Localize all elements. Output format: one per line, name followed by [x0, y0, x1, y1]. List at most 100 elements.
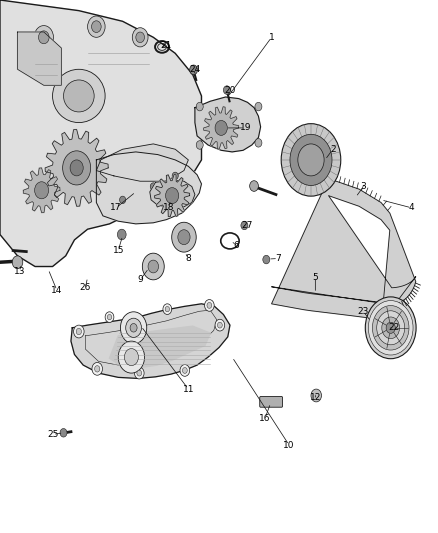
Circle shape — [311, 389, 321, 402]
Polygon shape — [23, 168, 60, 213]
Text: 23: 23 — [358, 308, 369, 316]
Circle shape — [107, 314, 112, 320]
Text: 13: 13 — [14, 268, 25, 276]
Circle shape — [35, 182, 49, 199]
Circle shape — [207, 303, 212, 308]
Circle shape — [365, 297, 416, 359]
Polygon shape — [18, 32, 61, 85]
Circle shape — [34, 26, 53, 49]
Text: 18: 18 — [163, 204, 174, 212]
Circle shape — [137, 370, 141, 376]
Polygon shape — [45, 130, 108, 206]
Circle shape — [255, 139, 262, 147]
Text: 8: 8 — [185, 254, 191, 263]
Circle shape — [120, 196, 126, 204]
Circle shape — [250, 181, 258, 191]
Polygon shape — [155, 174, 190, 217]
Circle shape — [118, 341, 145, 373]
Circle shape — [301, 148, 321, 172]
Circle shape — [76, 328, 81, 335]
Circle shape — [136, 32, 145, 43]
Circle shape — [166, 188, 179, 204]
Text: 19: 19 — [240, 124, 251, 132]
Circle shape — [205, 300, 214, 311]
Circle shape — [241, 221, 248, 230]
Circle shape — [263, 255, 270, 264]
Circle shape — [63, 151, 91, 185]
Text: 17: 17 — [110, 204, 122, 212]
Circle shape — [190, 65, 198, 75]
Circle shape — [368, 301, 413, 355]
Circle shape — [223, 86, 230, 94]
Text: 26: 26 — [80, 284, 91, 292]
Circle shape — [217, 322, 222, 328]
Circle shape — [290, 134, 332, 185]
Text: 1: 1 — [268, 33, 275, 42]
Circle shape — [172, 172, 178, 180]
Text: 21: 21 — [161, 41, 172, 50]
Text: 4: 4 — [409, 204, 414, 212]
Text: 14: 14 — [51, 286, 63, 295]
Polygon shape — [195, 97, 261, 152]
Polygon shape — [96, 144, 188, 181]
Ellipse shape — [53, 69, 105, 123]
Circle shape — [92, 362, 102, 375]
Circle shape — [126, 318, 141, 337]
Circle shape — [377, 311, 405, 345]
Circle shape — [215, 120, 227, 135]
Circle shape — [70, 160, 83, 176]
Polygon shape — [96, 152, 201, 224]
Circle shape — [180, 365, 190, 376]
Circle shape — [163, 304, 172, 314]
Text: 24: 24 — [189, 65, 201, 74]
Circle shape — [142, 253, 164, 280]
Text: 20: 20 — [224, 86, 236, 95]
Circle shape — [386, 322, 395, 333]
Polygon shape — [204, 107, 239, 149]
Text: 27: 27 — [242, 221, 253, 230]
Text: 12: 12 — [310, 393, 321, 401]
Circle shape — [215, 319, 225, 331]
Circle shape — [105, 312, 114, 322]
Circle shape — [281, 124, 341, 196]
Circle shape — [12, 256, 23, 269]
Polygon shape — [71, 304, 230, 378]
Circle shape — [88, 16, 105, 37]
Polygon shape — [272, 179, 416, 320]
Circle shape — [298, 144, 324, 176]
Polygon shape — [110, 326, 210, 368]
Circle shape — [196, 102, 203, 111]
Circle shape — [74, 325, 84, 338]
Circle shape — [382, 317, 399, 338]
Circle shape — [130, 324, 137, 332]
Circle shape — [132, 28, 148, 47]
Text: 7: 7 — [275, 254, 281, 263]
Circle shape — [124, 349, 138, 366]
Ellipse shape — [64, 80, 94, 112]
Circle shape — [148, 260, 159, 273]
Circle shape — [182, 368, 187, 373]
Polygon shape — [0, 0, 201, 266]
Circle shape — [165, 306, 170, 312]
Circle shape — [92, 21, 101, 33]
Text: 6: 6 — [233, 241, 240, 249]
Text: 2: 2 — [330, 145, 336, 154]
Text: 16: 16 — [259, 414, 271, 423]
Circle shape — [117, 229, 126, 240]
Circle shape — [120, 312, 147, 344]
Circle shape — [372, 305, 409, 350]
Text: 10: 10 — [283, 441, 295, 449]
Text: 22: 22 — [389, 324, 400, 332]
Text: 3: 3 — [360, 182, 367, 191]
Polygon shape — [150, 180, 195, 208]
Circle shape — [134, 367, 144, 379]
FancyBboxPatch shape — [260, 397, 283, 407]
Circle shape — [196, 141, 203, 149]
Circle shape — [95, 366, 100, 372]
Text: 25: 25 — [47, 430, 58, 439]
Circle shape — [39, 31, 49, 44]
Text: 15: 15 — [113, 246, 124, 255]
Text: 5: 5 — [312, 273, 318, 281]
Circle shape — [255, 102, 262, 111]
Text: 11: 11 — [183, 385, 194, 393]
